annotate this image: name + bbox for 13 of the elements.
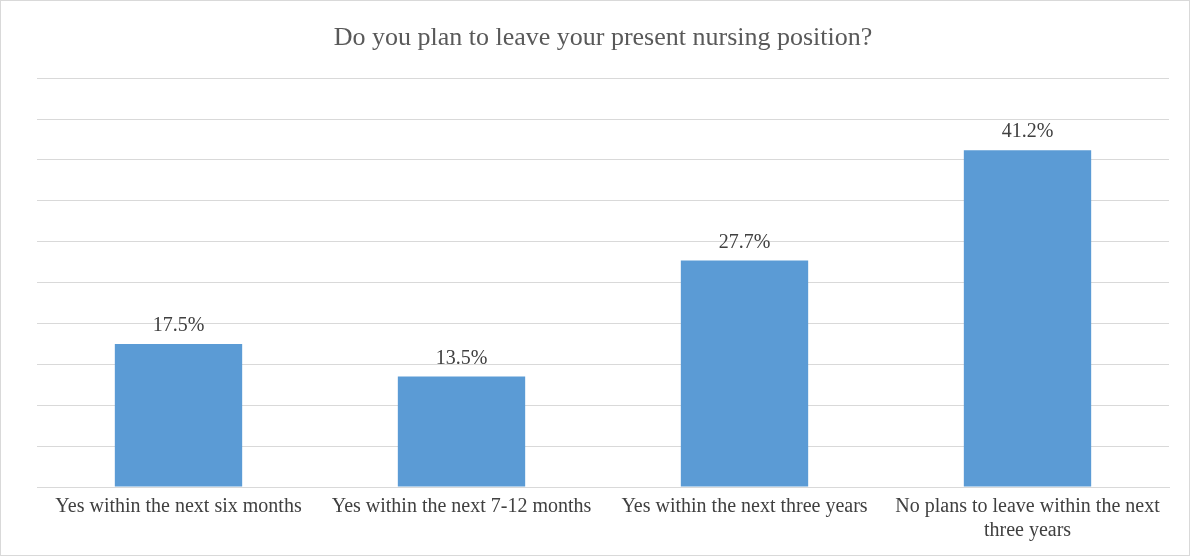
data-label: 13.5% [435, 345, 488, 368]
data-label: 27.7% [718, 229, 771, 252]
data-label: 17.5% [152, 313, 205, 336]
bar [963, 150, 1092, 487]
data-label: 41.2% [1001, 119, 1054, 142]
bar [397, 376, 526, 487]
x-tick-label: Yes within the next 7-12 months [331, 494, 592, 517]
bar [114, 343, 243, 487]
x-tick-label: Yes within the next three years [621, 494, 868, 518]
x-tick-label: No plans to leave within the next three years [895, 494, 1161, 542]
x-tick-label: Yes within the next six months [55, 494, 302, 517]
chart-title: Do you plan to leave your present nursing position? [333, 22, 873, 52]
bar [680, 260, 809, 487]
